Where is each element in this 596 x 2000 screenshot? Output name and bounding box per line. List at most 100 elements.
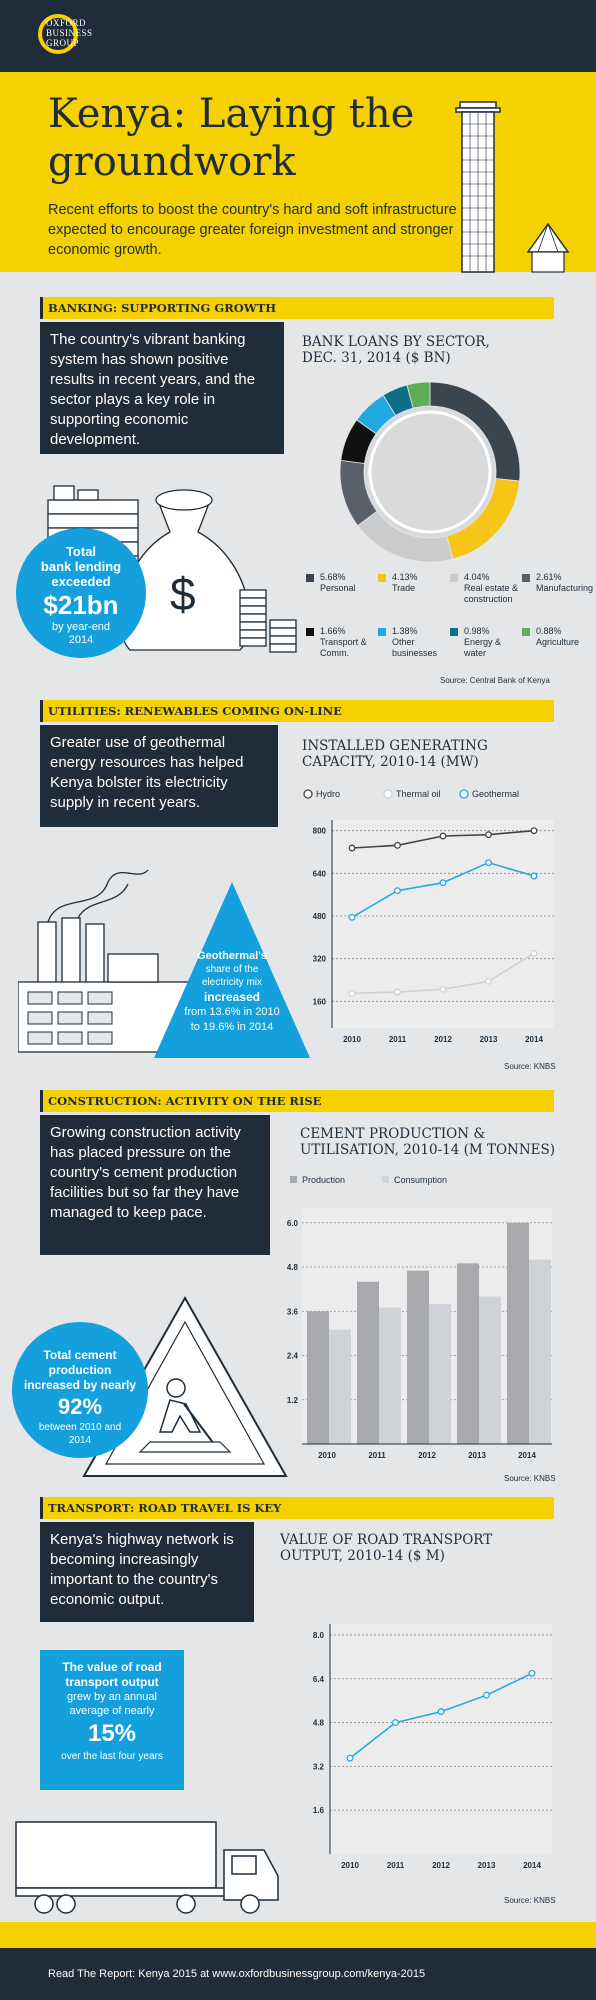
- geothermal-triangle: [154, 882, 310, 1058]
- callout-line: average of nearly: [69, 1705, 155, 1717]
- bar: [507, 1222, 529, 1444]
- callout-line: increased: [203, 990, 261, 1004]
- legend-label: Consumption: [394, 1175, 447, 1185]
- callout-line: electricity mix: [201, 977, 262, 988]
- callout-value: $21bn: [43, 590, 119, 620]
- legend-marker: [459, 789, 469, 799]
- legend-label: Production: [302, 1175, 345, 1185]
- legend-marker: [303, 789, 313, 799]
- callout-line: transport output: [65, 1675, 159, 1689]
- chart-title-bank-loans: BANK LOANS BY SECTOR, DEC. 31, 2014 ($ B…: [302, 334, 490, 366]
- chart-title-cement: CEMENT PRODUCTION & UTILISATION, 2010-14…: [300, 1126, 555, 1158]
- logo-line: BUSINESS: [46, 28, 93, 38]
- source-utilities: Source: KNBS: [504, 1062, 556, 1071]
- data-point: [392, 1719, 399, 1727]
- legend-swatch: [306, 628, 314, 636]
- callout-line: The value of road: [62, 1660, 162, 1674]
- legend-value: 1.66%: [320, 626, 346, 636]
- y-tick-label: 480: [313, 912, 327, 921]
- y-tick-label: 640: [313, 869, 327, 878]
- x-tick-label: 2011: [389, 1035, 407, 1044]
- data-point: [483, 1691, 490, 1699]
- callout-line: to 19.6% in 2014: [190, 1021, 274, 1033]
- data-point: [394, 887, 401, 895]
- source-transport: Source: KNBS: [504, 1896, 556, 1905]
- y-tick-label: 3.6: [287, 1307, 299, 1316]
- chart-title-line: CEMENT PRODUCTION &: [300, 1126, 486, 1142]
- y-tick-label: 1.2: [287, 1396, 299, 1405]
- legend-value: 5.68%: [320, 572, 346, 582]
- data-point: [530, 949, 538, 957]
- footer-band: [0, 1922, 596, 1948]
- logo: OXFORD BUSINESS GROUP: [46, 18, 93, 48]
- x-tick-label: 2014: [525, 1035, 543, 1044]
- legend-label: Agriculture: [536, 637, 580, 647]
- donut-chart: [339, 381, 521, 563]
- legend-label: Transport & Comm.: [320, 637, 367, 658]
- legend-value: 2.61%: [536, 572, 562, 582]
- data-point: [348, 844, 356, 852]
- chart-title-line: UTILISATION, 2010-14 (M TONNES): [300, 1142, 556, 1158]
- page-title: Kenya: Laying the groundwork: [48, 91, 415, 185]
- callout-value: 15%: [87, 1720, 137, 1747]
- legend-value: 4.13%: [392, 572, 418, 582]
- y-tick-label: 2.4: [287, 1352, 299, 1361]
- bar: [307, 1311, 329, 1444]
- callout-line: bank lending: [40, 559, 122, 574]
- data-point: [439, 879, 447, 887]
- footer: [0, 1948, 596, 2000]
- construction-sign-icon: [82, 1295, 288, 1477]
- legend-label: Trade: [392, 583, 416, 593]
- section-header-banking: BANKING: SUPPORTING GROWTH: [40, 297, 554, 319]
- road-line-chart: 1.6 3.2 4.8 6.4 8.0 2010 2011 2012 2013 2014: [313, 1624, 552, 1870]
- data-point: [485, 859, 492, 867]
- banking-intro: The country's vibrant banking system has…: [40, 322, 284, 454]
- bar: [457, 1263, 479, 1444]
- legend-label: Manufacturing: [536, 583, 594, 593]
- data-point: [530, 827, 538, 835]
- legend-swatch: [382, 1176, 389, 1183]
- x-tick-label: 2010: [318, 1451, 336, 1460]
- callout-road: The value of road transport output grew …: [40, 1650, 184, 1790]
- legend-item: 0.98% Energy & water: [450, 626, 522, 659]
- transport-intro: Kenya's highway network is becoming incr…: [40, 1522, 254, 1622]
- data-point: [348, 989, 356, 997]
- logo-ring-icon: [38, 14, 78, 54]
- x-tick-label: 2010: [343, 1035, 361, 1044]
- data-point: [437, 1708, 445, 1716]
- x-tick-label: 2012: [432, 1861, 450, 1870]
- callout-line: production: [48, 1363, 112, 1377]
- y-tick-label: 3.2: [313, 1762, 325, 1771]
- callout-geothermal: Geothermal's share of the electricity mi…: [152, 950, 312, 1035]
- y-tick-label: 160: [313, 997, 327, 1006]
- legend-marker: [383, 789, 393, 799]
- legend-item: 5.68% Personal: [306, 572, 378, 594]
- plot-area: [332, 820, 554, 1028]
- legend-label: Geothermal: [472, 789, 519, 799]
- section-header-construction: CONSTRUCTION: ACTIVITY ON THE RISE: [40, 1090, 554, 1112]
- plot-area: [330, 1624, 552, 1854]
- bar: [329, 1329, 351, 1444]
- legend-item: 1.66% Transport & Comm.: [306, 626, 378, 659]
- legend-swatch: [450, 574, 458, 582]
- chart-title-capacity: INSTALLED GENERATING CAPACITY, 2010-14 (…: [302, 738, 488, 770]
- dollar-sign-icon: $: [170, 568, 196, 620]
- logo-line: GROUP: [46, 38, 80, 48]
- chart-title-line: OUTPUT, 2010-14 ($ M): [280, 1548, 445, 1564]
- callout-line: exceeded: [51, 574, 111, 589]
- chart-title-line: INSTALLED GENERATING: [302, 738, 488, 754]
- legend-item: 4.13% Trade: [378, 572, 450, 594]
- y-tick-label: 4.8: [313, 1719, 325, 1728]
- y-tick-label: 1.6: [313, 1806, 325, 1815]
- y-tick-label: 320: [313, 955, 327, 964]
- callout-line: share of the: [205, 964, 259, 975]
- callout-line: 2014: [68, 634, 94, 646]
- legend-label: Real estate & construction: [464, 583, 519, 604]
- callout-value: 92%: [57, 1394, 103, 1419]
- bar: [429, 1303, 451, 1444]
- kicc-tower-icon: [455, 101, 570, 273]
- legend-value: 4.04%: [464, 572, 490, 582]
- legend-item: 4.04% Real estate & construction: [450, 572, 522, 605]
- source-construction: Source: KNBS: [504, 1474, 556, 1483]
- section-header-transport: TRANSPORT: ROAD TRAVEL IS KEY: [40, 1497, 554, 1519]
